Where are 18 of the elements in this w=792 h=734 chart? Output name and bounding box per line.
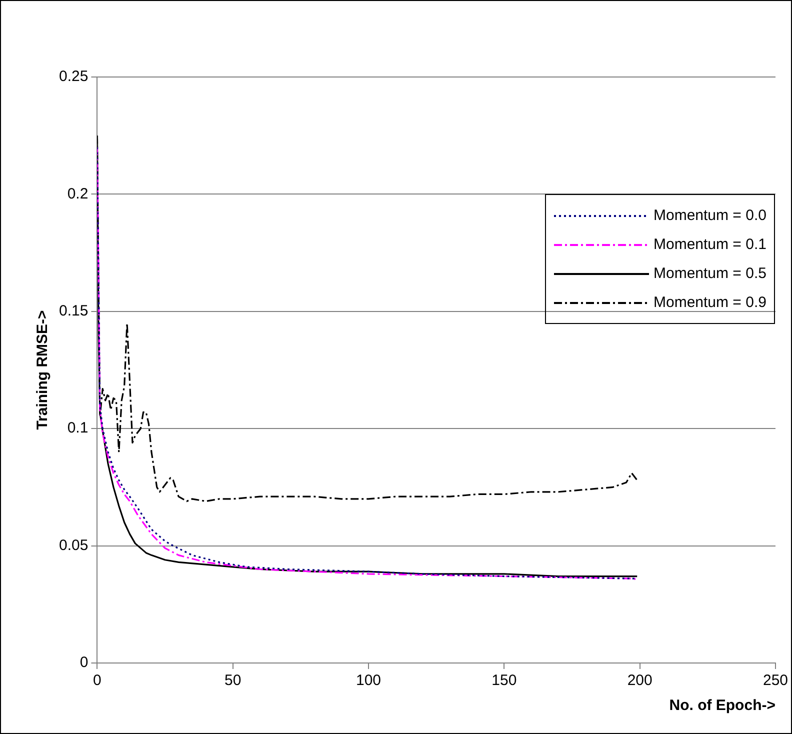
x-tick-label: 50: [224, 672, 242, 690]
text: Momentum = 0.9: [653, 294, 766, 312]
x-tick-label: 0: [93, 672, 102, 690]
x-axis-title: No. of Epoch->: [669, 697, 776, 714]
y-tick-label: 0.25: [58, 68, 88, 86]
text: Momentum = 0.0: [653, 207, 766, 224]
y-tick-label: 0.05: [58, 536, 88, 554]
y-tick-label: 0.1: [67, 420, 88, 437]
x-tick-label: 150: [492, 672, 517, 690]
y-tick-label: 0: [80, 654, 88, 672]
x-tick-label: 250: [762, 672, 788, 690]
x-tick-label: 100: [356, 672, 382, 690]
y-tick-label: 0.15: [58, 302, 88, 320]
text: Momentum = 0.5: [653, 265, 766, 282]
text: Momentum = 0.1: [653, 236, 766, 254]
y-axis-title: Training RMSE->: [34, 310, 52, 430]
y-tick-label: 0.2: [67, 185, 88, 202]
x-tick-label: 200: [627, 672, 652, 690]
